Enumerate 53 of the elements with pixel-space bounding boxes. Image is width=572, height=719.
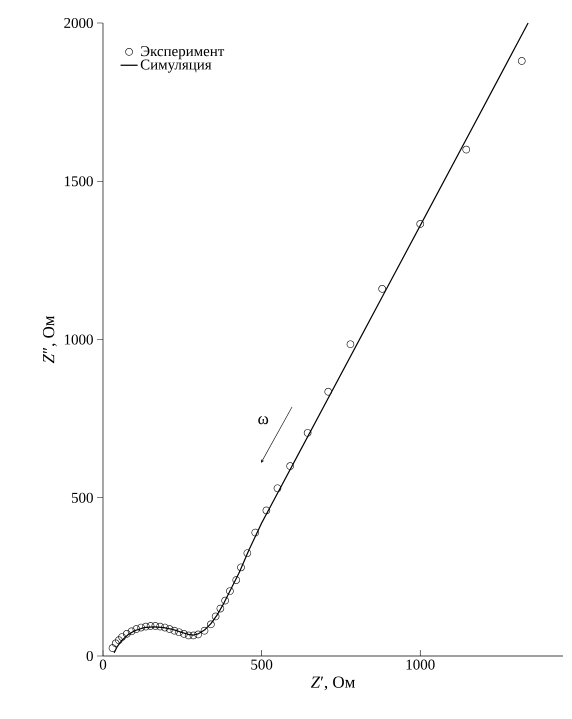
point <box>216 604 224 612</box>
point <box>221 596 229 604</box>
point <box>194 630 202 638</box>
point <box>237 564 245 572</box>
point <box>128 628 136 636</box>
point <box>180 630 188 638</box>
point <box>122 630 131 638</box>
x-tick-label: 500 <box>251 660 272 670</box>
point <box>112 640 120 648</box>
point <box>108 644 116 652</box>
x-axis-title: Z′, Ом <box>310 676 355 690</box>
legend-label: Симуляция <box>140 60 212 73</box>
point <box>132 625 140 633</box>
y-tick-label: 500 <box>72 492 93 503</box>
point <box>156 622 164 630</box>
point <box>137 624 145 632</box>
y-tick-label: 0 <box>86 650 93 662</box>
point <box>184 632 192 640</box>
point <box>190 632 198 640</box>
point <box>118 633 126 641</box>
annotation: ω <box>258 416 268 424</box>
point <box>251 528 260 536</box>
point <box>286 462 294 470</box>
point <box>212 612 220 620</box>
point <box>115 636 123 644</box>
point <box>170 626 178 634</box>
point <box>244 549 252 557</box>
legend-label: Эксперимент <box>141 46 224 60</box>
point <box>274 484 282 492</box>
point <box>146 622 154 630</box>
point <box>378 285 386 293</box>
x-tick-label: 0 <box>100 660 106 670</box>
point <box>262 506 270 514</box>
y-axis-title: Z″, Ом <box>42 316 57 364</box>
y-tick-label: 1000 <box>64 334 93 345</box>
x-tick-label: 1000 <box>406 660 435 670</box>
point <box>416 220 424 228</box>
point <box>324 388 332 396</box>
point <box>304 429 312 437</box>
point <box>207 620 215 628</box>
point <box>142 622 150 630</box>
point <box>152 622 160 630</box>
point <box>462 146 470 154</box>
point <box>200 626 208 634</box>
point <box>346 340 354 348</box>
y-tick-label: 1500 <box>64 176 93 186</box>
y-tick-label: 2000 <box>64 18 93 28</box>
point <box>175 628 183 636</box>
point <box>161 624 169 632</box>
point <box>226 587 234 595</box>
point <box>518 57 526 65</box>
point <box>232 576 240 584</box>
point <box>166 625 174 633</box>
